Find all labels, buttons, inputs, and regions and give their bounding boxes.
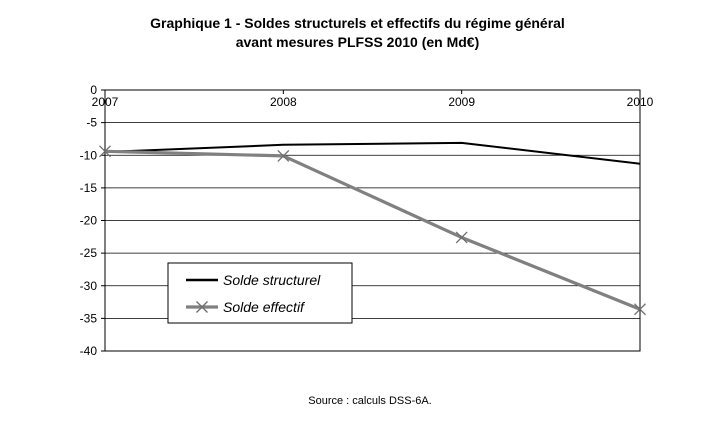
x-tick-label: 2007	[92, 95, 119, 109]
y-tick-label: -5	[86, 116, 97, 130]
y-tick-label: -15	[80, 181, 98, 195]
data-point-x-marker	[99, 145, 111, 158]
legend-label: Solde effectif	[223, 299, 306, 315]
source-note: Source : calculs DSS-6A.	[308, 395, 432, 407]
legend	[167, 262, 353, 324]
chart-title-block: Graphique 1 - Soldes structurels et effe…	[0, 14, 715, 52]
legend-x-marker	[196, 301, 208, 313]
chart-subtitle: avant mesures PLFSS 2010 (en Md€)	[235, 34, 480, 50]
x-tick-label: 2008	[270, 95, 297, 109]
y-tick-label: -30	[80, 279, 98, 293]
series-line-solde-effectif	[104, 149, 641, 311]
x-tick-label: 2010	[627, 95, 654, 109]
legend-label: Solde structurel	[223, 272, 321, 288]
y-tick-label: -25	[80, 246, 98, 260]
series-line-solde-structurel	[104, 141, 641, 165]
x-tick-label: 2009	[448, 95, 475, 109]
data-point-x-marker	[455, 231, 468, 244]
chart-title: Graphique 1 - Soldes structurels et effe…	[150, 15, 565, 31]
y-tick-label: -35	[80, 311, 98, 325]
y-tick-label: -40	[80, 344, 98, 358]
y-tick-label: -20	[80, 214, 98, 228]
y-tick-label: -10	[80, 148, 98, 162]
data-point-x-marker	[277, 149, 290, 162]
data-point-x-marker	[634, 303, 646, 316]
y-tick-label: 0	[90, 83, 97, 97]
